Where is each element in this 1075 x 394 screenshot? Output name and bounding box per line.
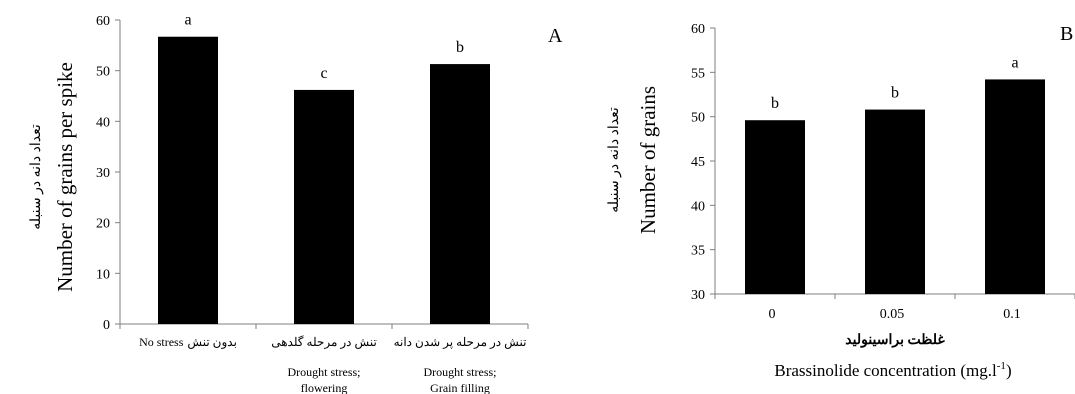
x-category-label-english-line2: Grain filling <box>430 381 490 394</box>
y-tick-label: 60 <box>96 14 110 29</box>
bar <box>430 64 490 324</box>
y-tick-label: 0 <box>103 318 110 333</box>
x-category-label-english-line2: flowering <box>301 381 348 394</box>
y-tick-label: 50 <box>691 111 705 126</box>
panel-a-significance-letters: a c b <box>184 12 464 82</box>
bar <box>985 79 1045 294</box>
significance-letter: b <box>771 95 779 112</box>
panel-b-label: B <box>1060 23 1073 45</box>
panel-b-x-axis-title-superscript: -1 <box>997 360 1006 372</box>
y-tick-label: 40 <box>691 199 705 214</box>
panel-a-y-ticks: 0 10 20 30 40 50 60 <box>96 14 120 333</box>
x-category-label: 0 <box>769 307 776 322</box>
y-tick-label: 45 <box>691 155 705 170</box>
panel-b-y-axis-title: Number of grains <box>636 86 660 234</box>
panel-a-bars <box>158 36 490 324</box>
bar <box>158 36 218 324</box>
significance-letter: c <box>320 65 327 82</box>
y-tick-label: 60 <box>691 22 705 37</box>
panel-a-y-axis-title: Number of grains per spike <box>53 62 77 292</box>
bar <box>865 109 925 294</box>
y-tick-label: 30 <box>691 288 705 303</box>
significance-letter: b <box>891 85 899 102</box>
y-tick-label: 40 <box>96 115 110 130</box>
x-category-label-persian: تنش در مرحله پر شدن دانه <box>394 335 527 349</box>
y-tick-label: 35 <box>691 244 705 259</box>
y-tick-label: 55 <box>691 66 705 81</box>
panel-b-y-axis-title-persian: تعداد دانه در سنبله <box>607 107 622 213</box>
panel-b-x-axis-title-main: Brassinolide concentration (mg.l <box>774 361 997 380</box>
panel-a-chart: 0 10 20 30 40 50 60 a c b No stress بدون تنش تنش د… <box>29 12 563 394</box>
significance-letter: b <box>456 39 464 56</box>
x-category-label-english: No stress <box>139 335 184 349</box>
panel-b-category-labels: 0 0.05 0.1 <box>769 307 1021 322</box>
x-category-label-persian: بدون تنش <box>187 335 237 349</box>
panel-a-label: A <box>548 25 563 47</box>
panel-b-significance-letters: b b a <box>771 54 1019 112</box>
panel-b-y-ticks: 30 35 40 45 50 55 60 <box>691 22 715 303</box>
significance-letter: a <box>184 12 191 29</box>
panel-b-x-axis-title-end: ) <box>1006 361 1012 380</box>
bar <box>294 89 354 324</box>
x-category-label: No stress بدون تنش <box>139 335 237 349</box>
panel-a-y-axis-title-persian: تعداد دانه در سنبله <box>29 124 44 230</box>
panel-b-x-ticks <box>714 294 1075 299</box>
y-tick-label: 10 <box>96 267 110 282</box>
y-tick-label: 50 <box>96 65 110 80</box>
panel-b-bars <box>745 79 1045 294</box>
bar <box>745 120 805 294</box>
panel-a-x-ticks <box>119 324 529 329</box>
panel-b-chart: 30 35 40 45 50 55 60 b b a 0 0.05 0.1 B Number of … <box>607 22 1075 380</box>
x-category-label-english: Drought stress; <box>424 365 497 379</box>
x-category-label: 0.1 <box>1003 307 1021 322</box>
x-category-label: 0.05 <box>880 307 905 322</box>
panel-a-category-labels: No stress بدون تنش تنش در مرحله گلدهی Droug… <box>139 335 526 394</box>
y-tick-label: 20 <box>96 217 110 232</box>
x-category-label-persian: تنش در مرحله گلدهی <box>271 335 377 349</box>
x-category-label-english: Drought stress; <box>288 365 361 379</box>
panel-b-x-axis-title-persian: غلظت براسینولید <box>845 333 945 348</box>
panel-b-x-axis-title: Brassinolide concentration (mg.l-1) <box>774 360 1011 380</box>
y-tick-label: 30 <box>96 166 110 181</box>
significance-letter: a <box>1011 54 1018 71</box>
